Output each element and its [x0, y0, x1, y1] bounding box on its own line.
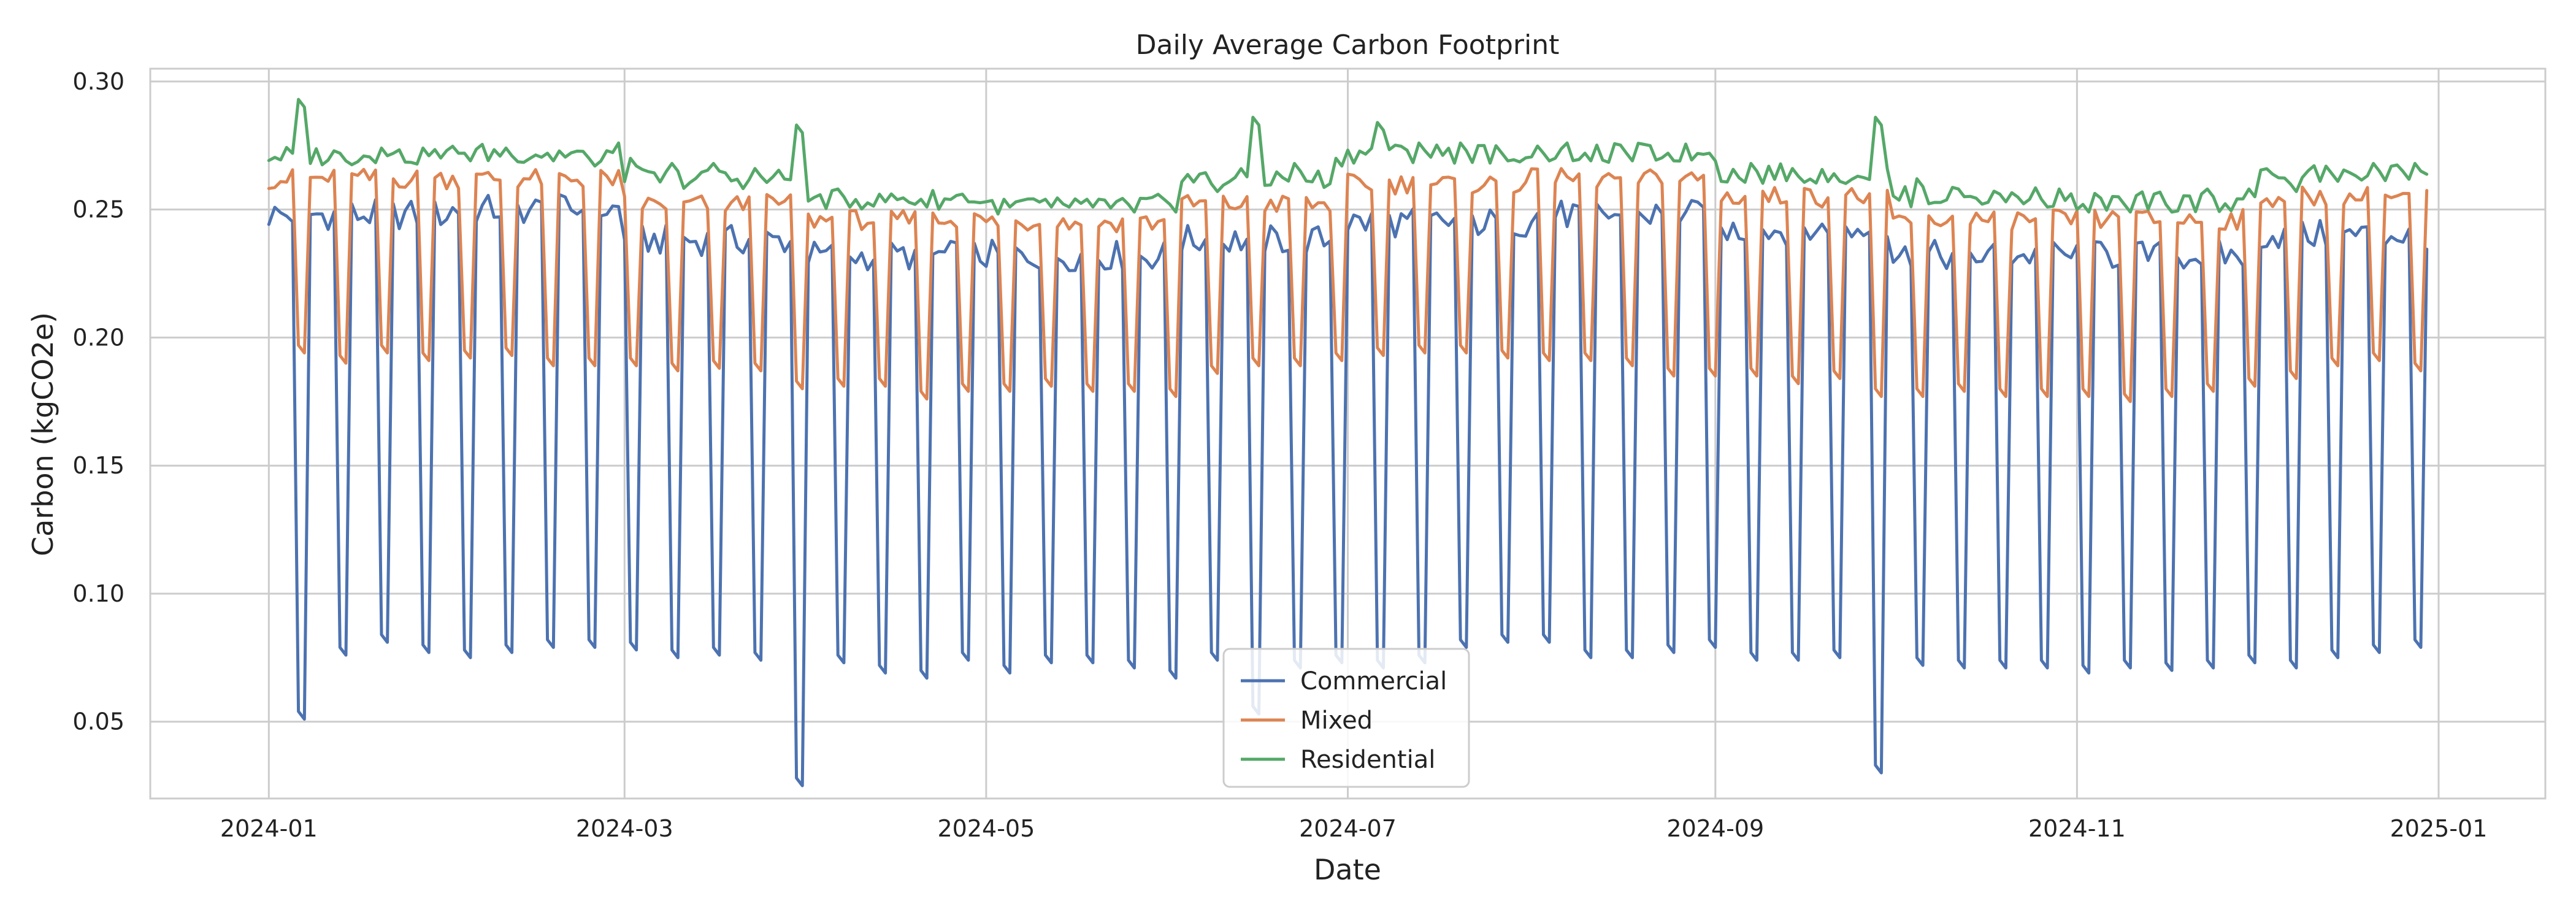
series-line-mixed	[267, 167, 2429, 404]
x-axis-ticks: 2024-01 2024-03 2024-05 2024-07 2024-09 2024-…	[220, 815, 2487, 842]
x-tick-label: 2024-01	[220, 815, 318, 842]
legend-box	[1222, 648, 1470, 788]
x-tick-label: 2024-07	[1299, 815, 1397, 842]
x-tick-label: 2025-01	[2390, 815, 2488, 842]
y-tick-label: 0.05	[72, 708, 125, 735]
y-tick-label: 0.30	[72, 68, 125, 95]
legend: Commercial Mixed Residential	[1222, 648, 1470, 788]
chart-title: Daily Average Carbon Footprint	[1136, 29, 1560, 61]
x-axis-label: Date	[1314, 853, 1381, 886]
y-tick-label: 0.15	[72, 452, 125, 479]
series-line-commercial	[267, 193, 2429, 787]
legend-label-commercial: Commercial	[1300, 667, 1447, 695]
y-tick-label: 0.20	[72, 324, 125, 351]
y-tick-label: 0.10	[72, 580, 125, 607]
legend-label-residential: Residential	[1300, 746, 1435, 774]
y-axis-ticks: 0.05 0.10 0.15 0.20 0.25 0.30	[72, 68, 125, 735]
series-lines	[267, 98, 2429, 787]
x-tick-label: 2024-05	[937, 815, 1035, 842]
x-tick-label: 2024-09	[1666, 815, 1764, 842]
plot-frame	[149, 67, 2547, 800]
series-line-residential	[267, 98, 2429, 216]
x-tick-label: 2024-11	[2028, 815, 2126, 842]
x-tick-label: 2024-03	[576, 815, 673, 842]
legend-label-mixed: Mixed	[1300, 707, 1373, 735]
y-tick-label: 0.25	[72, 196, 125, 223]
y-axis-label: Carbon (kgCO2e)	[26, 312, 59, 556]
